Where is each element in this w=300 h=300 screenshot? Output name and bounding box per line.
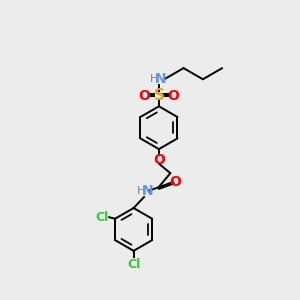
Text: O: O: [167, 89, 179, 103]
Text: Cl: Cl: [95, 211, 108, 224]
Text: O: O: [169, 175, 181, 189]
Text: H: H: [137, 186, 145, 197]
Text: O: O: [139, 89, 151, 103]
Text: Cl: Cl: [127, 258, 140, 271]
Text: N: N: [142, 184, 153, 198]
Text: H: H: [149, 74, 158, 84]
Text: N: N: [155, 72, 167, 86]
Text: S: S: [153, 88, 164, 104]
Text: O: O: [153, 152, 165, 167]
